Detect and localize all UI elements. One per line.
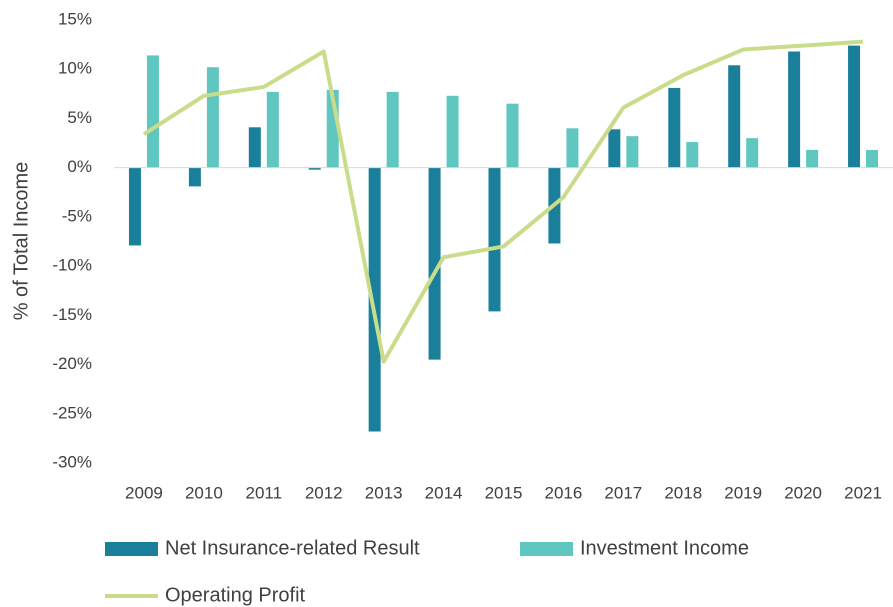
y-tick-label: -15% bbox=[52, 305, 92, 324]
bar bbox=[668, 87, 681, 168]
y-tick-label: -20% bbox=[52, 354, 92, 373]
bar bbox=[848, 45, 861, 168]
bar bbox=[728, 65, 741, 168]
bar bbox=[206, 67, 219, 168]
line bbox=[142, 39, 864, 364]
x-tick-label: 2015 bbox=[485, 483, 523, 502]
legend-swatch bbox=[520, 542, 573, 556]
x-tick-label: 2017 bbox=[604, 483, 642, 502]
y-tick-label: 10% bbox=[58, 59, 92, 78]
legend-label: Operating Profit bbox=[165, 584, 306, 606]
legend-swatch bbox=[105, 542, 158, 556]
bar bbox=[428, 167, 441, 360]
x-tick-label: 2019 bbox=[724, 483, 762, 502]
legend-label: Investment Income bbox=[580, 537, 749, 559]
y-tick-label: 5% bbox=[67, 108, 92, 127]
bar bbox=[266, 91, 279, 168]
y-tick-label: 15% bbox=[58, 9, 92, 28]
bar bbox=[626, 136, 639, 168]
y-tick-label: -30% bbox=[52, 452, 92, 471]
x-tick-label: 2014 bbox=[425, 483, 463, 502]
bar bbox=[188, 167, 201, 187]
y-tick-label: -10% bbox=[52, 256, 92, 275]
x-tick-label: 2016 bbox=[545, 483, 583, 502]
bar bbox=[806, 149, 819, 168]
x-tick-label: 2021 bbox=[844, 483, 882, 502]
x-tick-label: 2011 bbox=[246, 483, 283, 502]
bar bbox=[128, 167, 141, 246]
bar bbox=[608, 129, 621, 168]
bar bbox=[866, 149, 879, 168]
bar bbox=[446, 95, 459, 168]
x-tick-label: 2010 bbox=[185, 483, 223, 502]
bar bbox=[746, 138, 759, 168]
x-tick-label: 2012 bbox=[305, 483, 343, 502]
y-tick-label: -25% bbox=[52, 403, 92, 422]
bar bbox=[308, 167, 321, 170]
y-tick-label: -5% bbox=[62, 206, 92, 225]
bar bbox=[788, 51, 801, 168]
bar bbox=[368, 167, 381, 432]
x-tick-label: 2009 bbox=[125, 483, 163, 502]
bar bbox=[506, 103, 519, 168]
bar bbox=[488, 167, 501, 312]
bar bbox=[386, 91, 399, 168]
x-tick-label: 2020 bbox=[784, 483, 822, 502]
bar bbox=[566, 128, 579, 168]
x-tick-label: 2018 bbox=[664, 483, 702, 502]
x-tick-label: 2013 bbox=[365, 483, 403, 502]
legend-label: Net Insurance-related Result bbox=[165, 537, 420, 559]
bar bbox=[248, 127, 261, 168]
bar bbox=[146, 55, 159, 168]
y-tick-label: 0% bbox=[67, 157, 92, 176]
bar bbox=[686, 142, 699, 168]
y-axis-label: % of Total Income bbox=[10, 162, 32, 321]
